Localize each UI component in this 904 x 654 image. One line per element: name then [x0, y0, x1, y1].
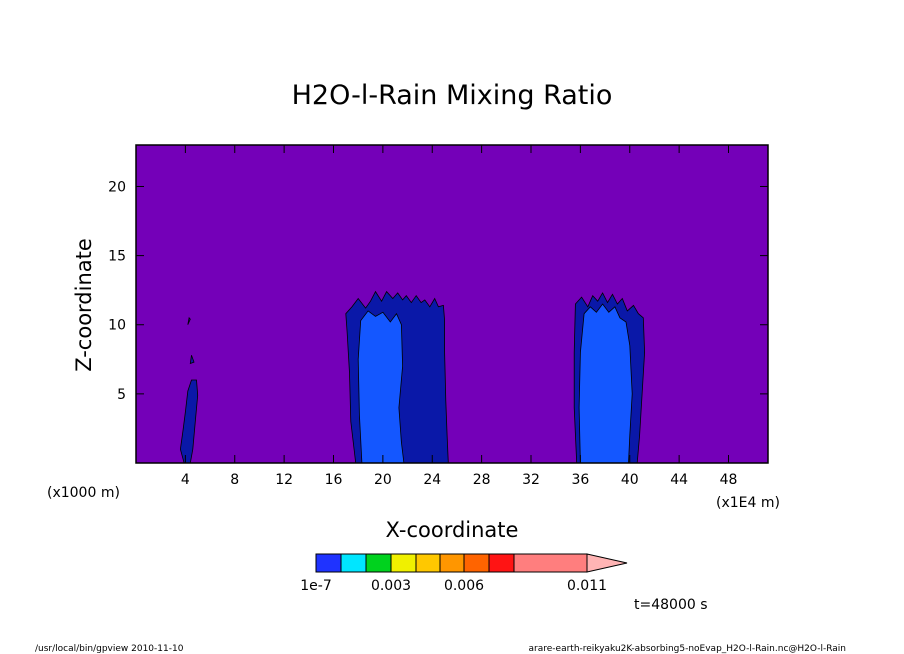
- y-axis-label: Z-coordinate: [72, 238, 96, 372]
- colorbar-extend-arrow: [586, 553, 628, 573]
- x-tick-label: 32: [522, 472, 540, 488]
- time-label: t=48000 s: [634, 597, 708, 613]
- colorbar-segment-7: [463, 553, 490, 573]
- contour-region-3: [189, 355, 195, 365]
- contour-region-5: [357, 310, 405, 464]
- x-tick-label: 36: [571, 472, 589, 488]
- x-tick-label: 48: [720, 472, 738, 488]
- colorbar-label: 1e-7: [300, 578, 331, 594]
- x-tick-label: 20: [374, 472, 392, 488]
- footer-right: arare-earth-reikyaku2K-absorbing5-noEvap…: [529, 644, 846, 654]
- x-tick-label: 8: [230, 472, 239, 488]
- x-axis-label: X-coordinate: [386, 518, 519, 542]
- colorbar-segment-1: [315, 553, 342, 573]
- x-tick-label: 40: [621, 472, 639, 488]
- x-unit-left-label: (x1000 m): [47, 485, 120, 501]
- x-unit-right-label: (x1E4 m): [716, 495, 780, 511]
- x-tick-label: 16: [325, 472, 343, 488]
- y-tick-label: 10: [108, 318, 126, 334]
- colorbar-segment-5: [415, 553, 441, 573]
- colorbar-segment-4: [390, 553, 417, 573]
- x-tick-label: 12: [275, 472, 293, 488]
- plot-frame: [135, 144, 769, 464]
- colorbar-segment-2: [340, 553, 367, 573]
- y-tick-label: 20: [108, 179, 126, 195]
- x-tick-label: 44: [670, 472, 688, 488]
- colorbar-segment-9: [513, 553, 588, 573]
- x-tick-label: 4: [181, 472, 190, 488]
- chart-title: H2O-l-Rain Mixing Ratio: [292, 80, 613, 111]
- x-tick-label: 28: [473, 472, 491, 488]
- colorbar-segment-6: [439, 553, 465, 573]
- y-tick-label: 15: [108, 249, 126, 265]
- colorbar-segment-8: [488, 553, 515, 573]
- contour-region-7: [578, 303, 633, 464]
- contour-regions: [179, 290, 646, 464]
- colorbar-segment-3: [365, 553, 392, 573]
- plot-background: [136, 145, 768, 463]
- footer-left: /usr/local/bin/gpview 2010-11-10: [35, 644, 184, 654]
- x-tick-label: 24: [423, 472, 441, 488]
- contour-region-2: [187, 316, 191, 325]
- colorbar-label: 0.006: [444, 578, 484, 594]
- colorbar: 1e-7 0.003 0.006 0.011: [300, 553, 628, 594]
- colorbar-label: 0.003: [371, 578, 411, 594]
- colorbar-label: 0.011: [567, 578, 607, 594]
- y-tick-label: 5: [117, 387, 126, 403]
